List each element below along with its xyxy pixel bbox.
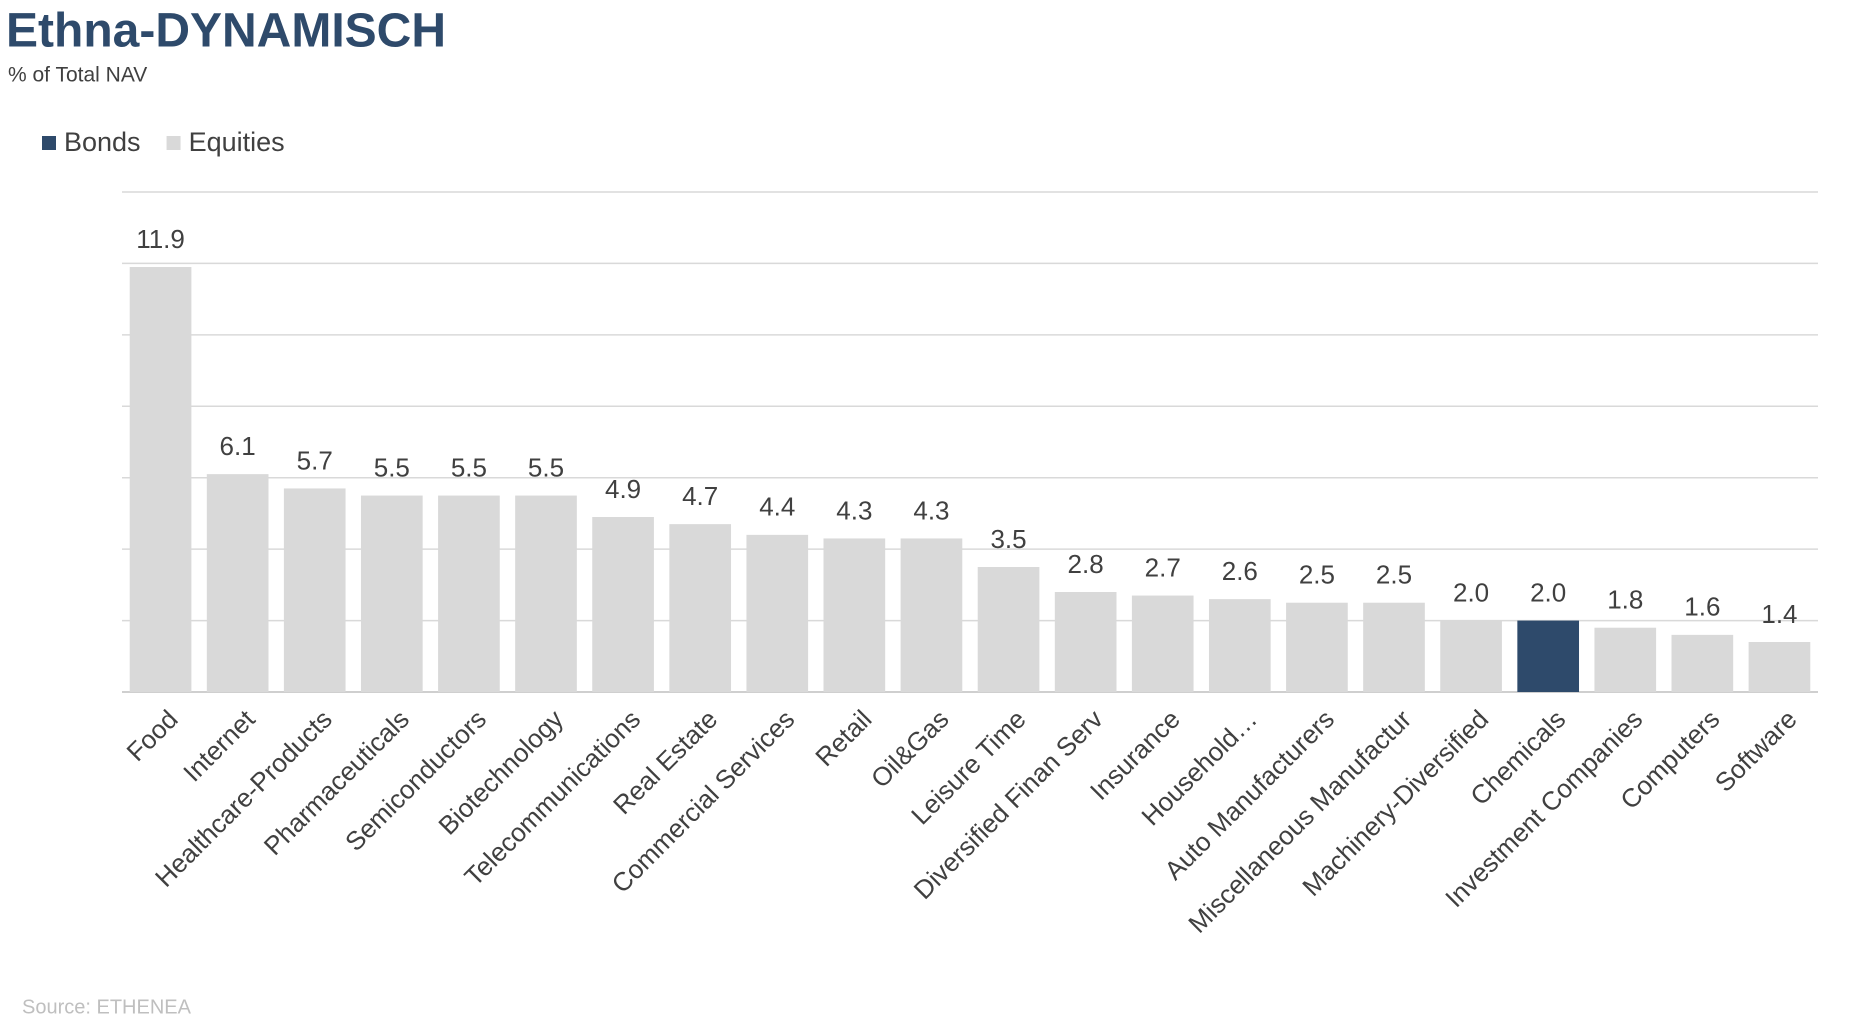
bar [823,538,886,692]
value-label: 1.8 [1607,585,1643,615]
x-tick-label: Food [121,704,184,767]
bar [1363,602,1425,692]
legend-label: Bonds [64,127,141,157]
bar [592,517,654,692]
bar [515,495,577,692]
bar [360,495,423,692]
bar [1286,602,1348,692]
value-label: 2.6 [1222,556,1258,586]
value-label: 4.7 [682,481,718,511]
value-label: 11.9 [136,224,185,254]
bar [1671,634,1734,692]
bar [1748,642,1811,692]
bar [746,534,809,692]
value-label: 5.5 [374,452,410,482]
value-label: 1.6 [1684,592,1720,622]
value-label: 2.5 [1376,560,1412,590]
value-label: 2.8 [1068,549,1104,579]
legend-label: Equities [189,127,285,157]
legend-swatch [166,136,181,150]
value-label: 3.5 [990,524,1026,554]
value-label: 4.3 [913,495,949,525]
value-label: 2.0 [1453,577,1489,607]
value-label: 4.3 [836,495,872,525]
value-label: 5.7 [297,445,333,475]
bar [1131,595,1194,692]
bar [669,524,732,692]
bar [129,267,192,692]
value-label: 2.7 [1145,552,1181,582]
value-label: 2.5 [1299,560,1335,590]
bar [1440,620,1502,692]
bar [977,567,1040,692]
value-label: 6.1 [220,431,256,461]
value-label: 5.5 [451,452,487,482]
bar [1208,599,1271,692]
value-label: 4.9 [605,474,641,504]
x-tick-label: Software [1709,704,1803,798]
x-tick-label: Semiconductors [339,704,492,857]
legend-swatch [42,136,56,150]
bar [438,495,500,692]
bar [206,474,269,692]
chart-subtitle: % of Total NAV [8,64,147,87]
value-label: 4.4 [759,492,795,522]
bar [1594,627,1657,692]
value-label: 2.0 [1530,577,1566,607]
value-label: 1.4 [1761,599,1797,629]
chart-title: Ethna-DYNAMISCH [6,5,446,58]
x-tick-label: Retail [809,704,877,772]
source-note: Source: ETHENEA [22,996,192,1018]
bar [1517,620,1580,692]
value-label: 5.5 [528,452,564,482]
bar [1054,592,1117,692]
bar [900,538,963,692]
bar [283,488,346,692]
